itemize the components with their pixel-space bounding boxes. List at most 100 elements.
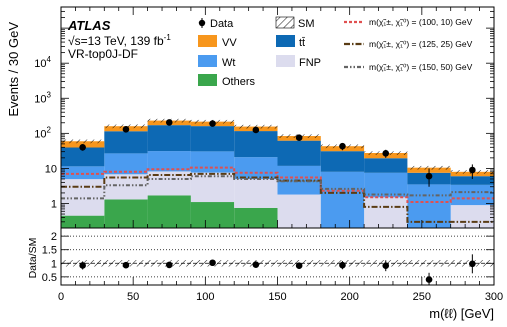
svg-text:m(χ̃₁±, χ̃₁⁰) = (100, 10) GeV: m(χ̃₁±, χ̃₁⁰) = (100, 10) GeV	[369, 17, 473, 27]
bar-wt-bin9	[450, 184, 494, 206]
svg-text:m(χ̃₁±, χ̃₁⁰) = (125, 25) GeV: m(χ̃₁±, χ̃₁⁰) = (125, 25) GeV	[369, 39, 473, 49]
ratio-band-bin8	[407, 260, 451, 267]
bar-ttbar-bin2	[147, 125, 191, 152]
bar-fnp-bin2	[147, 171, 191, 196]
x-tick-label: 300	[485, 291, 503, 303]
bar-ttbar-bin6	[320, 151, 365, 172]
bar-ttbar-bin4	[234, 131, 278, 158]
y-tick-label: 10	[45, 163, 57, 175]
x-tick-label: 50	[127, 291, 139, 303]
bar-ttbar-bin9	[450, 176, 494, 185]
legend-signal-3: m(χ̃₁±, χ̃₁⁰) = (150, 50) GeV	[344, 62, 473, 72]
y-tick-label: 1	[51, 198, 57, 210]
legend-ttbar: tt̄	[276, 35, 305, 49]
svg-text:VV: VV	[222, 37, 237, 49]
bar-wt-bin8	[407, 184, 451, 228]
svg-text:Data: Data	[210, 18, 234, 30]
bar-fnp-bin9	[450, 205, 494, 228]
bar-wt-bin2	[147, 151, 191, 172]
bar-wt-bin6	[320, 171, 365, 228]
legend-others: Others	[198, 74, 256, 88]
ratio-point-bin5	[295, 262, 303, 270]
sm-band-bin0	[61, 139, 105, 144]
data-point-bin1	[122, 126, 130, 133]
ratio-point-bin4	[252, 261, 260, 268]
legend-signal-2: m(χ̃₁±, χ̃₁⁰) = (125, 25) GeV	[344, 39, 473, 49]
x-tick-label: 150	[268, 291, 286, 303]
ratio-y-tick-label: 1.5	[42, 245, 57, 257]
data-point-bin6	[339, 142, 346, 150]
energy-lumi-label: √s=13 TeV, 139 fb-1	[68, 33, 171, 48]
data-point-bin4	[252, 126, 260, 134]
sm-band-bin8	[407, 165, 451, 170]
y-tick-label: 104	[34, 55, 51, 70]
legend-wt: Wt	[198, 55, 235, 69]
bar-others-bin0	[61, 215, 105, 228]
legend: Data SM VV tt̄ Wt FNP Others m(χ̃₁±, χ̃	[198, 16, 473, 88]
bar-others-bin3	[190, 202, 235, 228]
data-point-bin0	[79, 143, 86, 151]
ratio-panel-ticks: 0 50 100 150 200 250 300 0.5 11.5 2	[42, 231, 503, 303]
y-tick-label: 102	[34, 125, 51, 140]
svg-text:Others: Others	[222, 76, 256, 88]
bar-others-bin2	[147, 195, 191, 228]
bar-others-bin4	[234, 207, 278, 228]
bar-ttbar-bin5	[277, 140, 321, 166]
x-tick-label: 0	[58, 291, 64, 303]
main-panel-ticks: 1 10 102 103 104	[34, 6, 495, 229]
ratio-y-tick-label: 1	[51, 258, 57, 270]
data-point-bin7	[382, 149, 390, 157]
bar-wt-bin4	[234, 157, 278, 180]
ratio-y-axis-label: Data/SM	[27, 238, 39, 279]
legend-fnp: FNP	[276, 55, 321, 69]
x-tick-label: 200	[340, 291, 358, 303]
x-tick-label: 100	[196, 291, 214, 303]
bar-fnp-bin5	[277, 194, 321, 228]
data-point-bin2	[165, 119, 173, 126]
legend-sm: SM	[275, 16, 315, 30]
bar-wt-bin0	[61, 166, 105, 180]
legend-signal-1: m(χ̃₁±, χ̃₁⁰) = (100, 10) GeV	[344, 17, 473, 27]
svg-text:FNP: FNP	[299, 57, 321, 69]
ratio-y-tick-label: 2	[51, 231, 57, 243]
atlas-label: ATLAS	[67, 18, 111, 33]
x-tick-label: 250	[413, 291, 431, 303]
signal-line-sig1	[61, 166, 494, 204]
signal-curves	[61, 166, 494, 223]
svg-text:Wt: Wt	[222, 57, 235, 69]
ratio-point-bin3	[209, 259, 216, 267]
legend-vv: VV	[198, 35, 237, 49]
ratio-point-bin2	[165, 261, 173, 269]
y-tick-label: 103	[34, 90, 51, 105]
bar-wt-bin7	[364, 172, 408, 198]
bar-wt-bin3	[190, 151, 235, 173]
ratio-points	[79, 254, 476, 285]
svg-text:tt̄: tt̄	[299, 37, 305, 49]
region-label: VR-top0J-DF	[68, 47, 138, 61]
ratio-y-tick-label: 0.5	[42, 272, 57, 284]
ratio-point-bin6	[339, 261, 346, 269]
signal-line-sig3	[61, 175, 494, 200]
data-point-bin8	[425, 172, 433, 180]
x-axis-label: m(ℓℓ) [GeV]	[429, 306, 494, 321]
bar-fnp-bin7	[364, 197, 408, 228]
bar-others-bin1	[104, 199, 148, 228]
ratio-point-bin0	[79, 262, 86, 269]
data-point-bin5	[295, 134, 303, 142]
data-point-bin3	[209, 120, 216, 127]
ratio-point-bin8	[425, 276, 433, 283]
data-points	[79, 119, 476, 187]
bar-fnp-bin3	[190, 172, 235, 203]
bar-ttbar-bin1	[104, 131, 148, 154]
data-point-bin9	[469, 166, 476, 174]
bar-ttbar-bin3	[190, 126, 235, 152]
ratio-point-bin9	[469, 260, 476, 268]
y-axis-label: Events / 30 GeV	[6, 22, 21, 117]
bar-wt-bin1	[104, 153, 148, 175]
bar-ttbar-bin0	[61, 147, 105, 167]
svg-text:SM: SM	[298, 18, 315, 30]
signal-line-sig2	[61, 172, 494, 223]
svg-text:m(χ̃₁±, χ̃₁⁰) = (150, 50) GeV: m(χ̃₁±, χ̃₁⁰) = (150, 50) GeV	[369, 62, 473, 72]
bar-ttbar-bin7	[364, 158, 408, 173]
